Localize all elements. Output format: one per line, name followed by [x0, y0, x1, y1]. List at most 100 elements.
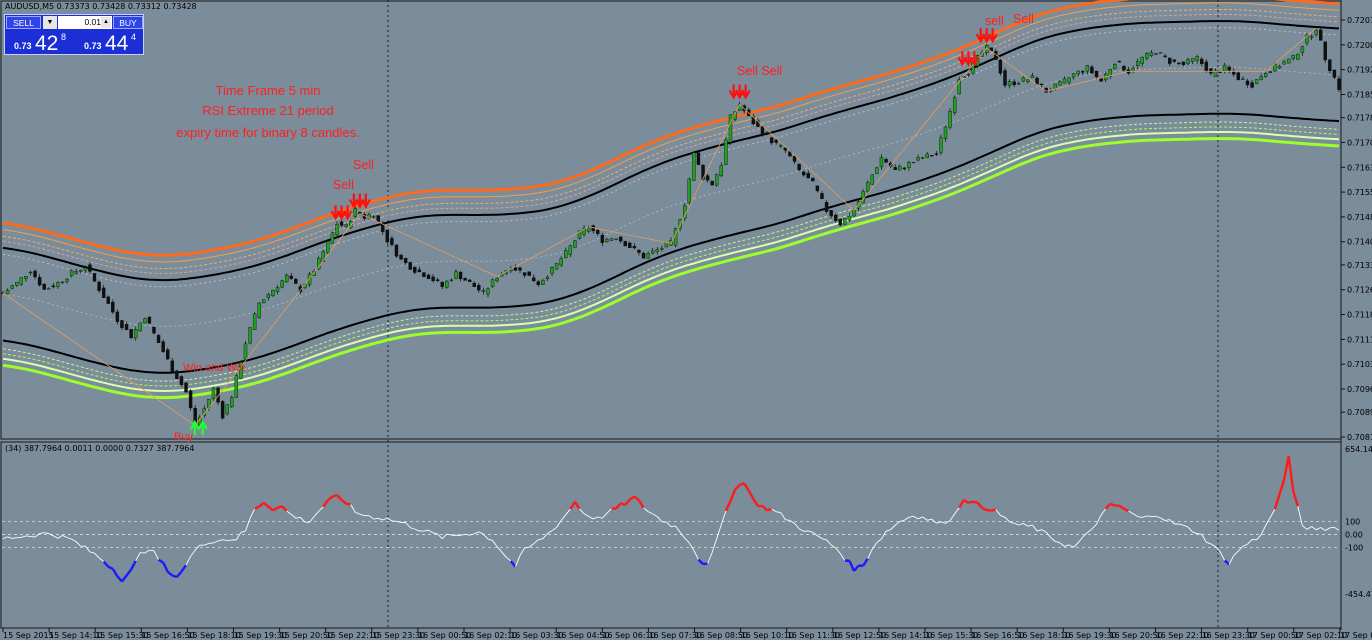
candle: [1318, 26, 1323, 41]
upper-band-outer: [2, 0, 1340, 257]
candle: [1186, 57, 1190, 66]
candle: [490, 278, 495, 289]
rsi-segment: [102, 560, 110, 568]
rsi-segment: [1045, 531, 1052, 538]
candle: [632, 243, 637, 250]
time-tick-label: 17 Sep 00:50: [1248, 631, 1301, 640]
candle: [289, 272, 293, 280]
candle: [605, 237, 609, 243]
rsi-segment: [1068, 544, 1074, 548]
candle: [230, 395, 234, 408]
price-tick-label: 0.71630: [1347, 163, 1372, 172]
rsi-segment: [1155, 515, 1161, 519]
candle: [573, 239, 577, 249]
time-tick-label: 17 Sep 03:30: [1340, 631, 1372, 640]
candle: [843, 217, 847, 225]
indicator-tick-label: 100: [1345, 517, 1360, 526]
rsi-segment: [144, 549, 150, 554]
price-tick-label: 0.71850: [1347, 90, 1372, 99]
buy-button[interactable]: BUY: [113, 16, 143, 29]
candle: [458, 270, 463, 282]
buy-price-main[interactable]: 44: [105, 32, 129, 55]
candle: [257, 302, 261, 319]
buy-price-prefix[interactable]: 0.73: [84, 41, 102, 51]
sell-price-pip[interactable]: 8: [61, 32, 67, 42]
rsi-segment: [194, 544, 201, 551]
candle: [1254, 79, 1259, 85]
candle: [1190, 58, 1195, 65]
candle: [696, 152, 701, 166]
sell-price-prefix[interactable]: 0.73: [14, 41, 32, 51]
candle: [115, 309, 120, 325]
info-line-1: Time Frame 5 min: [216, 83, 321, 98]
candle: [655, 247, 659, 255]
rsi-segment: [1104, 503, 1112, 510]
rsi-segment: [1187, 526, 1193, 533]
candle: [513, 264, 518, 272]
time-tick-label: 15 Sep 23:30: [372, 631, 425, 640]
candle: [939, 134, 943, 155]
rsi-segment: [12, 537, 17, 539]
candle: [60, 281, 65, 284]
candle: [124, 321, 129, 331]
candle: [568, 244, 573, 258]
rsi-segment: [313, 510, 320, 517]
rsi-segment: [785, 519, 791, 521]
rsi-segment: [1041, 529, 1047, 533]
rsi-segment: [149, 549, 155, 552]
price-tick-label: 0.70815: [1347, 433, 1372, 442]
lot-size-input[interactable]: 0.01: [58, 16, 112, 29]
candle: [5, 288, 10, 295]
rsi-segment: [1256, 534, 1262, 541]
candle: [220, 400, 225, 420]
candle: [834, 212, 838, 223]
rsi-segment: [812, 531, 818, 537]
sell-price-main[interactable]: 42: [35, 32, 59, 55]
rsi-segment: [111, 568, 119, 577]
rsi-segment: [743, 482, 750, 492]
candle: [577, 230, 582, 240]
rsi-segment: [1013, 522, 1019, 526]
candle: [824, 200, 829, 214]
candle: [1090, 65, 1094, 75]
candle: [582, 224, 586, 237]
rsi-segment: [1004, 516, 1010, 523]
rsi-segment: [908, 515, 914, 518]
rsi-segment: [1287, 456, 1295, 492]
candle: [545, 275, 550, 282]
rsi-segment: [780, 512, 786, 520]
rsi-segment: [125, 568, 133, 577]
rsi-segment: [286, 510, 292, 515]
rsi-segment: [1050, 537, 1056, 542]
rsi-segment: [460, 533, 466, 536]
candles: [1, 26, 1341, 429]
rsi-segment: [34, 533, 40, 538]
candle: [69, 269, 74, 278]
rsi-segment: [954, 507, 960, 515]
rsi-segment: [968, 500, 974, 505]
candle: [262, 299, 266, 304]
rsi-segment: [240, 530, 246, 533]
candle: [687, 177, 692, 205]
rsi-segment: [940, 521, 946, 524]
candle: [623, 240, 627, 247]
lot-increase-button[interactable]: ▲: [101, 17, 111, 28]
rsi-segment: [1247, 539, 1253, 545]
rsi-segment: [345, 502, 351, 506]
buy-price-pip[interactable]: 4: [131, 32, 137, 42]
lot-decrease-button[interactable]: ▼: [43, 16, 57, 29]
candle: [225, 404, 229, 416]
candle: [1200, 56, 1204, 67]
rsi-segment: [724, 500, 732, 512]
rsi-segment: [501, 551, 507, 558]
rsi-segment: [776, 511, 781, 514]
time-tick-label: 16 Sep 07:30: [648, 631, 701, 640]
candle: [1154, 53, 1158, 55]
rsi-segment: [84, 545, 91, 553]
sell-button[interactable]: SELL: [6, 16, 41, 29]
candle: [239, 360, 243, 380]
candle: [449, 278, 454, 282]
rsi-segment: [267, 505, 274, 512]
rsi-segment: [222, 539, 228, 542]
candle: [133, 326, 138, 341]
